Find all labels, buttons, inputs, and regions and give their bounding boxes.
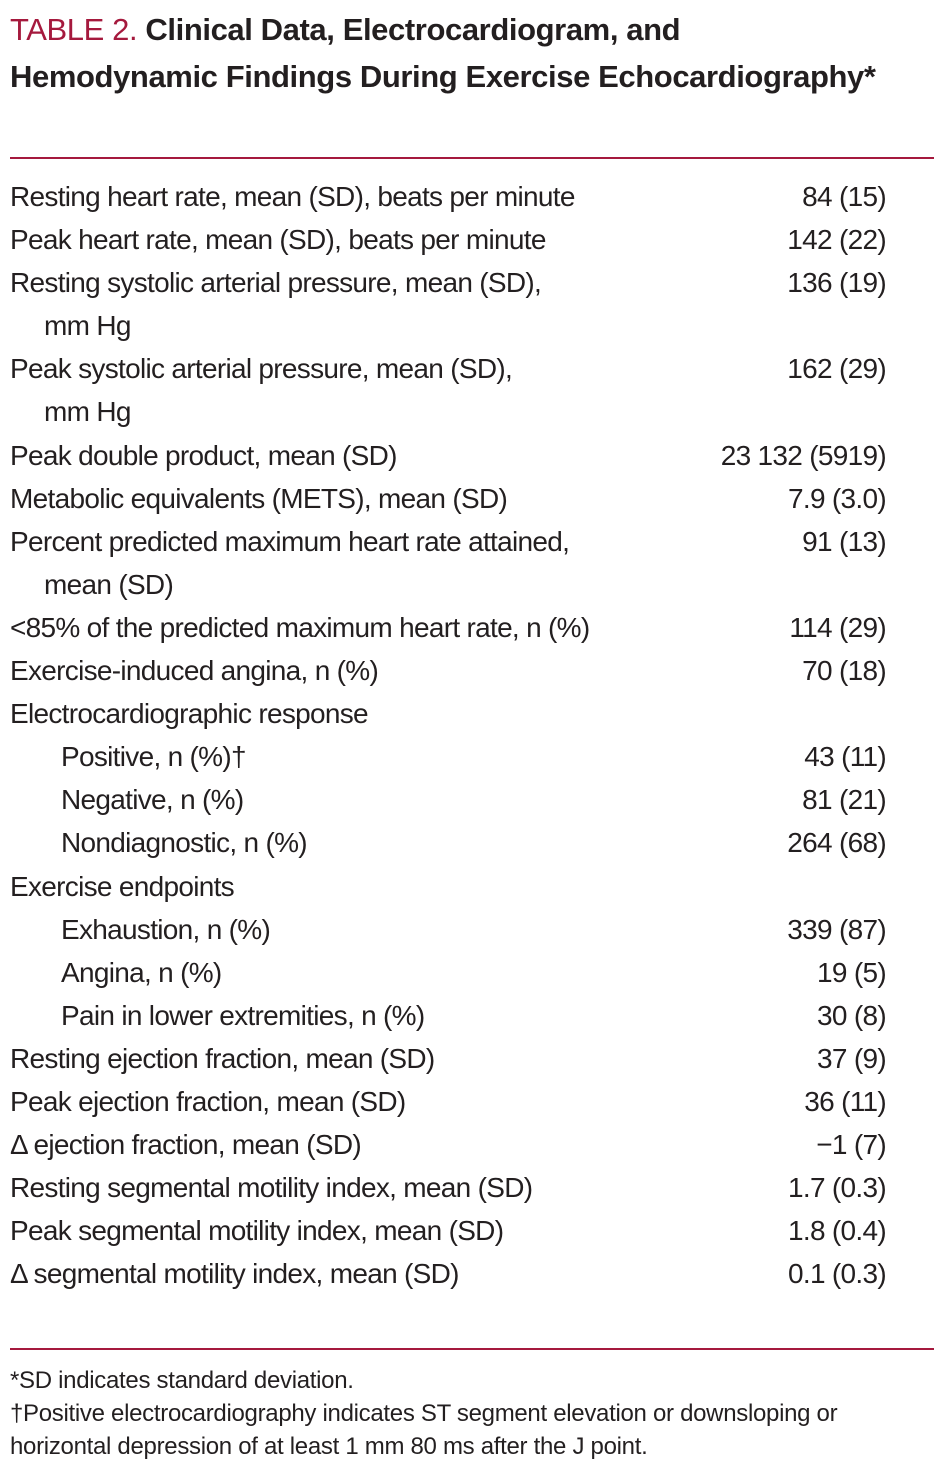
row-value: 19 (5) [817, 956, 887, 988]
row-value: 84 (15) [802, 181, 887, 212]
row-label: Angina, n (%) [61, 956, 222, 988]
row-value: 136 (19) [787, 267, 886, 299]
row-label: Positive, n (%)† [61, 741, 247, 773]
table-body: Resting heart rate, mean (SD), beats per… [10, 175, 930, 1295]
bottom-rule [10, 1348, 934, 1350]
table-row: Resting heart rate, mean (SD), beats per… [10, 175, 930, 218]
table-row: Resting systolic arterial pressure, mean… [10, 261, 930, 304]
row-label: Pain in lower extremities, n (%) [61, 999, 425, 1031]
row-label: Resting segmental motility index, mean (… [10, 1172, 533, 1204]
row-label: Peak double product, mean (SD) [10, 439, 397, 471]
row-value: 91 (13) [802, 525, 887, 557]
table-row: Electrocardiographic response [10, 692, 930, 735]
row-label: Resting ejection fraction, mean (SD) [10, 1042, 435, 1074]
row-label: Resting systolic arterial pressure, mean… [10, 267, 542, 299]
row-label: Exercise endpoints [10, 870, 235, 902]
table-row: Exercise-induced angina, n (%) 70 (18) [10, 649, 930, 692]
table-row: Metabolic equivalents (METS), mean (SD) 7… [10, 477, 930, 520]
table-row: Peak ejection fraction, mean (SD) 36 (11) [10, 1080, 930, 1123]
row-label: Peak segmental motility index, mean (SD) [10, 1215, 504, 1247]
row-label: Resting heart rate, mean (SD), beats per… [10, 181, 575, 212]
table-row: mm Hg [10, 304, 930, 347]
row-label: Δ segmental motility index, mean (SD) [10, 1258, 459, 1290]
table-row: Peak heart rate, mean (SD), beats per mi… [10, 218, 930, 261]
row-label: Metabolic equivalents (METS), mean (SD) [10, 482, 508, 514]
row-value: 37 (9) [817, 1042, 887, 1074]
row-value: 1.7 (0.3) [788, 1172, 887, 1204]
row-value: 43 (11) [804, 741, 886, 773]
table-row: Exhaustion, n (%) 339 (87) [10, 908, 930, 951]
row-value: 0.1 (0.3) [788, 1258, 887, 1290]
row-label: mm Hg [44, 396, 131, 428]
footnote: †Positive electrocardiography indicates … [10, 1400, 838, 1460]
row-label: Peak systolic arterial pressure, mean (S… [10, 353, 513, 385]
row-label: Peak heart rate, mean (SD), beats per mi… [10, 224, 546, 256]
footnotes: *SD indicates standard deviation. †Positi… [10, 1364, 935, 1463]
row-value: −1 (7) [816, 1129, 886, 1161]
row-label: mean (SD) [44, 568, 174, 600]
table-row: Positive, n (%)† 43 (11) [10, 735, 930, 778]
row-value: 30 (8) [817, 999, 887, 1031]
row-value: 70 (18) [802, 655, 887, 687]
row-label: Nondiagnostic, n (%) [61, 827, 308, 859]
table-row: Peak double product, mean (SD) 23 132 (59… [10, 434, 930, 477]
table-row: Δ ejection fraction, mean (SD) −1 (7) [10, 1123, 930, 1166]
title-text: Clinical Data, Electrocardiogram, and He… [10, 12, 876, 94]
row-value: 142 (22) [787, 224, 886, 256]
table-row: Peak segmental motility index, mean (SD)… [10, 1209, 930, 1252]
row-label: Percent predicted maximum heart rate att… [10, 525, 570, 557]
row-label: Δ ejection fraction, mean (SD) [10, 1129, 362, 1161]
table-row: Nondiagnostic, n (%) 264 (68) [10, 821, 930, 864]
table-row: mean (SD) [10, 563, 930, 606]
row-label: Exhaustion, n (%) [61, 913, 271, 945]
row-value: 23 132 (5919) [720, 439, 887, 471]
row-value: 7.9 (3.0) [788, 482, 887, 514]
row-label: Electrocardiographic response [10, 698, 369, 730]
row-label: Peak ejection fraction, mean (SD) [10, 1085, 406, 1117]
top-rule [10, 157, 934, 159]
table-row: Resting segmental motility index, mean (… [10, 1166, 930, 1209]
table-row: Pain in lower extremities, n (%) 30 (8) [10, 994, 930, 1037]
table-row: Exercise endpoints [10, 865, 930, 908]
row-label: Negative, n (%) [61, 784, 244, 816]
row-value: 36 (11) [804, 1085, 886, 1117]
row-label: <85% of the predicted maximum heart rate… [10, 611, 590, 643]
row-value: 264 (68) [787, 827, 886, 859]
table-row: Δ segmental motility index, mean (SD) 0.1… [10, 1252, 930, 1295]
table-title: TABLE 2. Clinical Data, Electrocardiogra… [10, 6, 890, 100]
table-row: Percent predicted maximum heart rate att… [10, 520, 930, 563]
row-value: 162 (29) [787, 353, 886, 385]
row-label: mm Hg [44, 310, 131, 342]
table-row: Peak systolic arterial pressure, mean (S… [10, 347, 930, 390]
table-label: TABLE 2. [10, 12, 138, 47]
row-value: 339 (87) [787, 913, 886, 945]
row-value: 1.8 (0.4) [788, 1215, 887, 1247]
table-row: <85% of the predicted maximum heart rate… [10, 606, 930, 649]
row-value: 114 (29) [789, 611, 886, 643]
table-row: Negative, n (%) 81 (21) [10, 778, 930, 821]
row-label: Exercise-induced angina, n (%) [10, 655, 379, 687]
table-row: mm Hg [10, 390, 930, 433]
table-row: Resting ejection fraction, mean (SD) 37 (… [10, 1037, 930, 1080]
row-value: 81 (21) [802, 784, 887, 816]
footnote: *SD indicates standard deviation. [10, 1367, 354, 1394]
table-row: Angina, n (%) 19 (5) [10, 951, 930, 994]
